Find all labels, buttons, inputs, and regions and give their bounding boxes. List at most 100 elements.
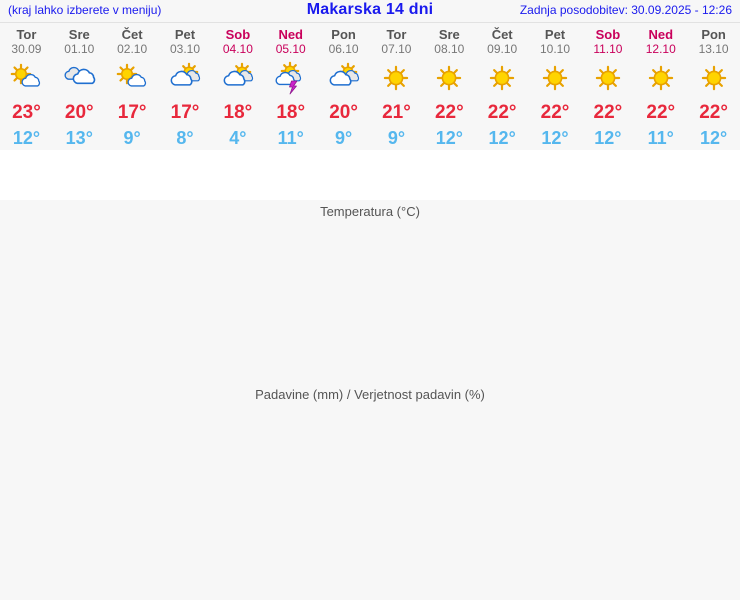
- weather-icon-cell-7: [370, 61, 423, 95]
- section-spacer: [0, 150, 740, 200]
- day-date: 09.10: [487, 42, 518, 56]
- weather-icon-cell-2: [106, 61, 159, 95]
- max-temp-0: 23°: [12, 102, 41, 123]
- day-name: Tor: [16, 27, 37, 42]
- weather-icon-cell-11: [581, 61, 634, 95]
- day-name: Sob: [225, 27, 251, 42]
- min-temp-13: 12°: [699, 128, 728, 148]
- day-header-12: Ned 12.10: [634, 27, 687, 56]
- max-temp-7: 21°: [382, 102, 411, 123]
- day-header-10: Pet 10.10: [529, 27, 582, 56]
- day-date: 12.10: [645, 42, 676, 56]
- min-temp-11: 12°: [594, 128, 622, 148]
- day-header-6: Pon 06.10: [317, 27, 370, 56]
- min-temp-4: 4°: [229, 128, 247, 148]
- day-header-5: Ned 05.10: [264, 27, 317, 56]
- sun-small-cloud-icon: [11, 63, 41, 87]
- day-date: 13.10: [698, 42, 729, 56]
- day-header-8: Sre 08.10: [423, 27, 476, 56]
- day-date: 03.10: [169, 42, 201, 56]
- min-temp-5: 11°: [277, 128, 304, 148]
- day-date: 11.10: [593, 42, 623, 56]
- min-temp-2: 9°: [123, 128, 141, 148]
- day-name: Tor: [386, 27, 407, 42]
- min-temp-9: 12°: [488, 128, 516, 148]
- day-date: 06.10: [328, 42, 359, 56]
- weather-icon-cell-4: [211, 61, 264, 95]
- max-temperature-row: 23° 20° 17° 17° 18° 18° 20° 21° 22° 22° 22° 22° 22° 2…: [0, 100, 740, 126]
- day-name: Čet: [491, 27, 513, 42]
- day-date: 04.10: [222, 42, 253, 56]
- max-temp-5: 18°: [276, 102, 306, 123]
- max-temp-6: 20°: [329, 102, 358, 123]
- max-temp-2: 17°: [117, 102, 147, 123]
- max-temp-1: 20°: [64, 102, 94, 123]
- max-temp-9: 22°: [487, 102, 517, 123]
- day-header-7: Tor 07.10: [370, 27, 423, 56]
- day-date: 08.10: [434, 42, 465, 56]
- day-name: Ned: [278, 27, 303, 42]
- location-menu-note: (kraj lahko izberete v meniju): [8, 3, 162, 17]
- min-temp-1: 13°: [65, 128, 93, 148]
- day-name: Čet: [121, 27, 143, 42]
- precipitation-chart: Padavine (mm) / Verjetnost padavin (%): [0, 385, 740, 575]
- sunny-icon: [648, 65, 673, 91]
- day-header-13: Pon 13.10: [687, 27, 740, 56]
- weather-icon-cell-10: [529, 61, 582, 95]
- day-name: Pet: [174, 27, 196, 42]
- max-temp-10: 22°: [540, 102, 570, 123]
- day-header-2: Čet 02.10: [106, 27, 159, 56]
- min-temp-12: 11°: [647, 128, 674, 148]
- day-name: Sob: [595, 27, 621, 42]
- day-date: 07.10: [381, 42, 412, 56]
- last-updated-text: Zadnja posodobitev: 30.09.2025 - 12:26: [519, 3, 732, 17]
- day-name: Pon: [331, 27, 356, 42]
- day-header-9: Čet 09.10: [476, 27, 529, 56]
- day-header-11: Sob 11.10: [581, 27, 634, 56]
- sunny-icon: [489, 65, 515, 91]
- page-title: Makarska 14 dni: [306, 1, 434, 18]
- day-header-0: Tor 30.09: [0, 27, 53, 56]
- min-temp-3: 8°: [176, 128, 194, 148]
- max-temp-3: 17°: [170, 102, 200, 123]
- day-date: 01.10: [64, 42, 95, 56]
- page-header: (kraj lahko izberete v meniju) Makarska …: [0, 0, 740, 22]
- weather-icon-cell-8: [423, 61, 476, 95]
- day-headers-row: Tor 30.09 Sre 01.10 Čet 02.10 Pet 03.10 Sob …: [0, 23, 740, 56]
- partly-cloudy-icon: [223, 62, 253, 86]
- header-divider: [0, 22, 740, 23]
- day-date: 10.10: [540, 42, 571, 56]
- day-header-4: Sob 04.10: [211, 27, 264, 56]
- min-temp-0: 12°: [12, 128, 41, 148]
- cloudy-icon: [64, 66, 96, 85]
- thunderstorm-sun-icon: [275, 61, 301, 95]
- day-date: 30.09: [11, 42, 42, 56]
- weather-icon-cell-0: [0, 61, 53, 95]
- weather-icon-cell-5: [264, 61, 317, 95]
- min-temp-8: 12°: [435, 128, 463, 148]
- weather-icon-cell-9: [476, 61, 529, 95]
- max-temp-4: 18°: [223, 102, 253, 123]
- weather-icons-row: [0, 56, 740, 100]
- day-header-3: Pet 03.10: [159, 27, 212, 56]
- day-name: Sre: [438, 27, 460, 42]
- day-date: 02.10: [117, 42, 148, 56]
- min-temp-10: 12°: [541, 128, 569, 148]
- day-name: Sre: [68, 27, 90, 42]
- precipitation-chart-title: Padavine (mm) / Verjetnost padavin (%): [255, 387, 485, 402]
- day-name: Ned: [648, 27, 674, 42]
- sunny-icon: [701, 65, 726, 91]
- max-temp-11: 22°: [593, 102, 623, 123]
- max-temp-12: 22°: [646, 102, 676, 123]
- day-date: 05.10: [275, 42, 306, 56]
- weather-icon-cell-12: [634, 61, 687, 95]
- min-temp-7: 9°: [387, 128, 406, 148]
- min-temperature-row: 12° 13° 9° 8° 4° 11° 9° 9° 12° 12° 12° 12° 11° 12°: [0, 126, 740, 150]
- sunny-icon: [384, 65, 409, 91]
- weather-icon-cell-1: [53, 61, 106, 95]
- partly-cloudy-icon: [170, 62, 201, 86]
- partly-cloudy-icon: [329, 62, 359, 86]
- temperature-chart: Temperatura (°C): [0, 200, 740, 385]
- day-name: Pon: [701, 27, 726, 42]
